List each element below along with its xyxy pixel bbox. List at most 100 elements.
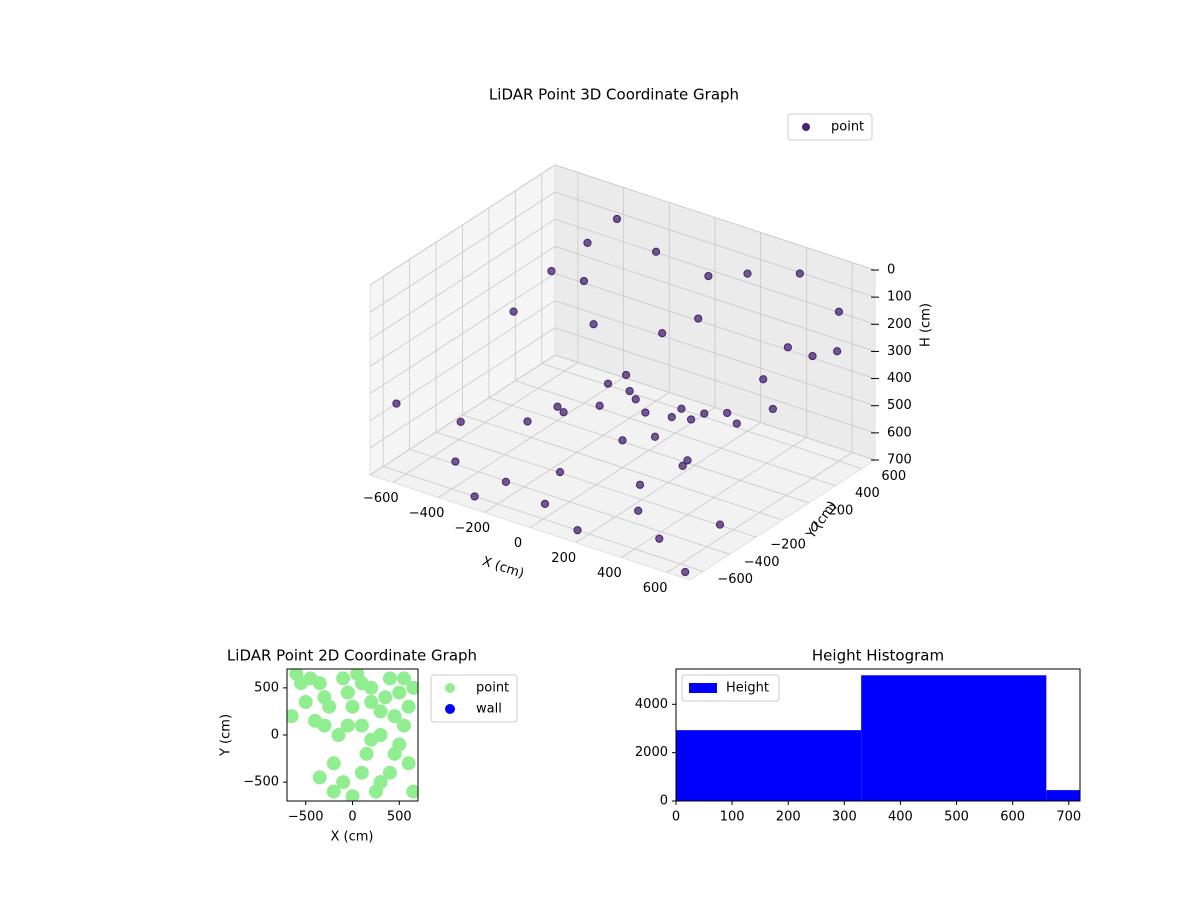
- point: [634, 506, 643, 515]
- point: [783, 343, 792, 352]
- z-tick-label: 400: [887, 371, 912, 386]
- legend-marker: [445, 704, 455, 714]
- point: [382, 671, 397, 686]
- point: [834, 307, 844, 316]
- point: [603, 379, 613, 388]
- point: [583, 238, 592, 247]
- point: [392, 399, 401, 408]
- x-tick-label: 400: [597, 566, 622, 581]
- point: [612, 214, 622, 224]
- legend-marker: [445, 683, 455, 693]
- point: [364, 695, 379, 709]
- y-tick-label: 200: [829, 503, 854, 518]
- point: [655, 534, 664, 543]
- point: [625, 386, 634, 396]
- x-tick-label: −400: [409, 506, 445, 521]
- x-tick-label: 200: [776, 810, 801, 825]
- point: [573, 526, 582, 535]
- grid-line: [383, 466, 704, 572]
- point: [683, 456, 692, 465]
- point: [650, 432, 660, 441]
- point: [595, 401, 604, 410]
- point: [396, 718, 411, 733]
- point: [677, 404, 686, 413]
- point: [401, 699, 416, 714]
- x-tick-label: 0: [348, 810, 356, 825]
- y-tick-label: −500: [243, 775, 279, 790]
- z-tick-label: 500: [887, 398, 912, 413]
- point: [340, 685, 355, 700]
- grid-line: [369, 218, 556, 340]
- point: [795, 269, 804, 278]
- plot-area: [287, 669, 418, 801]
- point: [354, 676, 369, 691]
- x-tick-label: 300: [832, 810, 857, 825]
- point: [559, 408, 568, 417]
- point: [743, 269, 752, 278]
- point: [723, 408, 732, 418]
- point: [704, 271, 713, 281]
- point: [579, 276, 589, 286]
- point: [621, 370, 631, 380]
- x-axis-label: X (cm): [331, 830, 374, 845]
- bar: [861, 675, 1047, 801]
- point: [298, 695, 313, 709]
- legend-label: Height: [726, 681, 769, 696]
- point: [456, 417, 465, 426]
- point: [523, 417, 532, 426]
- grid-line: [554, 300, 876, 407]
- grid-line: [369, 354, 556, 476]
- point: [732, 419, 741, 428]
- grid-line: [554, 354, 876, 461]
- point: [678, 461, 687, 470]
- legend-marker: [689, 683, 717, 693]
- grid-line: [369, 300, 556, 422]
- x-tick-label: 0: [672, 810, 680, 825]
- x-tick-label: 200: [551, 551, 576, 566]
- point: [401, 756, 416, 771]
- y-tick-label: 4000: [635, 697, 668, 712]
- point: [651, 247, 661, 256]
- x-tick-label: 500: [944, 810, 969, 825]
- legend-label: wall: [476, 702, 502, 717]
- y-tick-label: 0: [810, 521, 818, 536]
- x-tick-label: 700: [1056, 810, 1081, 825]
- point: [359, 746, 374, 761]
- point: [547, 266, 556, 276]
- legend-marker: [802, 123, 810, 131]
- point: [694, 314, 703, 323]
- point: [768, 404, 777, 414]
- x-tick-label: −500: [288, 810, 324, 825]
- grid-line: [369, 327, 556, 449]
- bar: [676, 730, 862, 801]
- y-tick-label: 500: [254, 680, 279, 695]
- z-tick-label: 700: [887, 453, 912, 468]
- point: [501, 477, 510, 486]
- grid-line: [462, 414, 783, 521]
- x-tick-label: 0: [514, 536, 522, 551]
- chart-title: Height Histogram: [812, 647, 944, 665]
- grid-line: [488, 397, 810, 504]
- z-axis-label: H (cm): [919, 303, 934, 347]
- axes-frame: [675, 668, 1081, 802]
- point: [392, 685, 407, 700]
- point: [354, 718, 369, 733]
- grid-line: [554, 273, 876, 379]
- x-tick-label: 600: [1000, 810, 1025, 825]
- x-tick-label: 600: [643, 581, 668, 596]
- y-tick-label: −600: [717, 572, 753, 587]
- point: [345, 699, 360, 714]
- x-tick-label: 400: [888, 810, 913, 825]
- point: [641, 408, 650, 417]
- y-tick-label: 400: [855, 486, 880, 501]
- point: [470, 492, 479, 501]
- legend-box: [681, 674, 780, 702]
- y-tick-label: 600: [881, 469, 906, 484]
- point: [555, 468, 565, 477]
- legend-label: point: [476, 681, 509, 696]
- point: [759, 375, 768, 384]
- grid-line: [554, 218, 876, 325]
- point: [540, 499, 550, 508]
- point: [326, 784, 341, 799]
